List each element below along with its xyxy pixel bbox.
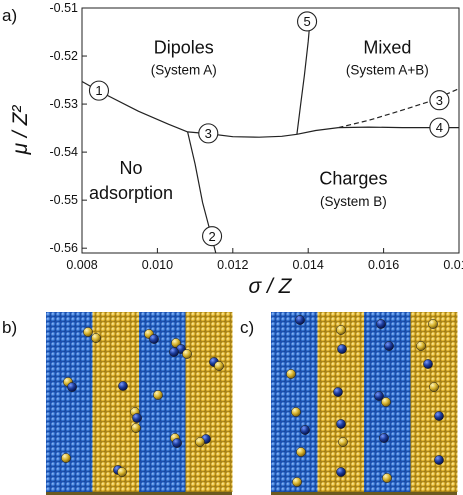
surface-stripe [410,312,458,492]
ion-sphere [429,382,439,392]
ion-sphere [338,437,348,447]
surface-edge [46,492,232,495]
ion-sphere [384,341,394,351]
marker-circle [429,90,450,111]
marker-circle [429,117,450,138]
surface-stripe [92,312,140,492]
ion-sphere [374,391,384,401]
ion-sphere [295,315,305,325]
ion-sphere [195,437,205,447]
snapshot-b [46,312,233,495]
region-sub: (System A+B) [346,62,429,77]
marker-label: 2 [208,229,215,244]
ion-sphere [381,397,391,407]
ion-sphere [149,334,159,344]
ion-sphere [118,381,128,391]
axis-ticks: 0.008 0.010 0.012 0.014 0.016 0.018 -0.51 -0.52… [50,1,463,272]
ion-sphere [416,341,426,351]
ion-sphere [434,455,444,465]
panel-label-c: c) [240,318,254,337]
region-name: Charges [319,168,387,188]
x-tick-label: 0.016 [368,258,399,272]
ion-sphere [337,344,347,354]
x-axis-label: σ / Z [249,275,293,298]
ion-sphere [83,327,93,337]
marker-label: 5 [303,14,310,29]
region-sub: (System B) [320,194,387,209]
ion-sphere [434,411,444,421]
region-labels: Dipoles (System A) Mixed (System A+B) No adso… [89,38,429,209]
marker-circle [297,11,318,32]
ion-sphere [379,433,389,443]
ion-sphere [382,473,392,483]
ion-sphere [296,447,306,457]
x-tick-label: 0.008 [66,258,97,272]
ion-sphere [333,387,343,397]
region-sub: adsorption [89,183,173,203]
snapshot-c [271,312,458,495]
ion-sphere [428,319,438,329]
ion-sphere [336,467,346,477]
ion-sphere [132,413,142,423]
ion-sphere [300,425,310,435]
region-sub: (System A) [151,62,217,77]
ion-sphere [117,467,127,477]
ion-sphere [67,382,77,392]
y-axis-label: μ / Z² [9,105,32,156]
plot-frame [81,7,460,254]
y-tick-label: -0.53 [50,97,79,111]
surface-stripe [317,312,365,492]
x-tick-label: 0.014 [293,258,324,272]
surface-stripe [46,312,93,492]
ion-sphere [61,453,71,463]
region-name: Dipoles [154,38,214,58]
ion-sphere [91,333,101,343]
marker-label: 1 [95,83,102,98]
boundary-line-5 [296,19,311,135]
boundary-markers: 1 2 3 3 4 5 [88,11,450,247]
ion-sphere [286,369,296,379]
y-tick-label: -0.52 [50,49,79,63]
panel-label-b: b) [2,318,17,337]
ion-sphere [423,359,433,369]
ion-sphere [336,325,346,335]
y-tick-label: -0.51 [50,1,79,15]
x-tick-label: 0.010 [142,258,173,272]
surface-stripe [185,312,233,492]
boundary-line-3 [210,127,339,138]
ion-sphere [292,477,302,487]
surface-stripe [139,312,186,492]
marker-circle [88,80,110,101]
surface-stripe [271,312,318,492]
ion-sphere [214,361,224,371]
ion-sphere [336,419,346,429]
marker-circle [202,226,223,247]
marker-label: 3 [205,126,212,141]
y-tick-label: -0.56 [50,241,79,255]
region-name: No [120,158,143,178]
ion-sphere [153,390,163,400]
panel-label-a: a) [2,6,17,25]
ion-sphere [182,349,192,359]
ion-sphere [172,438,182,448]
ion-sphere [131,423,141,433]
ion-sphere [376,319,386,329]
y-tick-label: -0.55 [50,193,79,207]
ion-sphere [291,407,301,417]
surface-edge [271,492,457,495]
x-tick-label: 0.012 [217,258,248,272]
y-tick-label: -0.54 [50,145,79,159]
marker-label: 3 [436,93,443,108]
phase-diagram-plot: Dipoles (System A) Mixed (System A+B) No adso… [81,7,460,254]
marker-circle [198,123,219,144]
region-name: Mixed [363,38,411,58]
marker-label: 4 [436,120,443,135]
x-tick-label: 0.018 [443,258,463,272]
ion-sphere [169,347,179,357]
